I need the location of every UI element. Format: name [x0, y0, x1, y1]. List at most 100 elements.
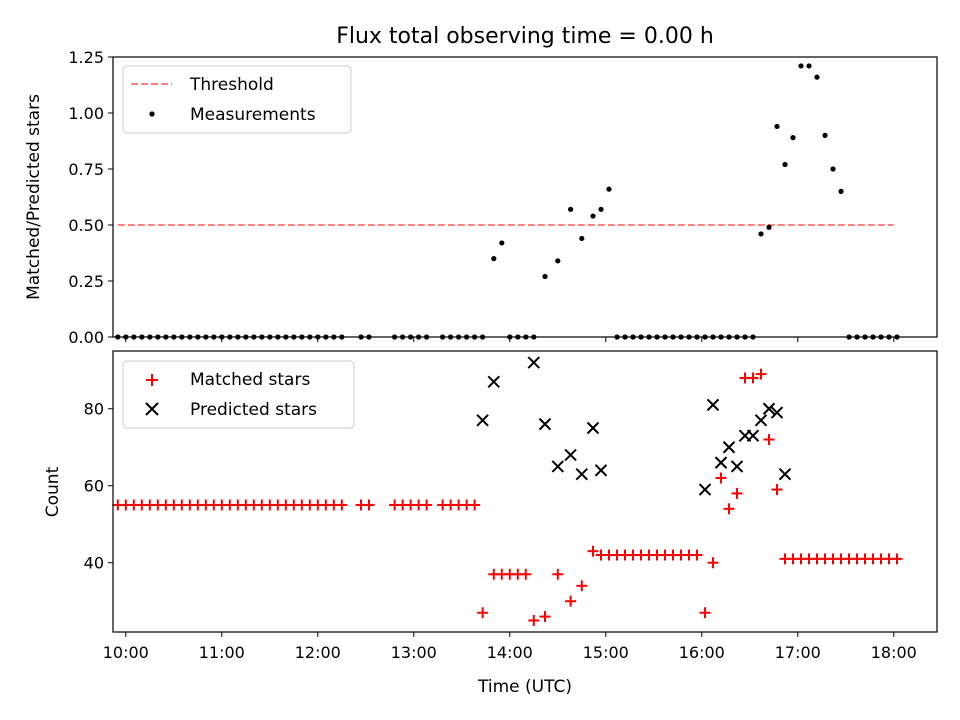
- matched-star-point: [699, 607, 711, 619]
- legend-threshold-label: Threshold: [189, 75, 274, 95]
- top-y-tick-label: 0.00: [68, 328, 104, 347]
- matched-star-point: [891, 553, 903, 565]
- measurement-point: [814, 74, 820, 80]
- bottom-legend-box: [122, 360, 355, 429]
- bottom-y-tick-label: 80: [84, 400, 104, 419]
- matched-star-point: [715, 472, 727, 484]
- top-y-tick-label: 1.00: [68, 104, 104, 123]
- bottom-x-tick-label: 12:00: [295, 643, 341, 662]
- measurement-point: [774, 123, 780, 130]
- matched-star-point: [723, 503, 735, 515]
- bottom-matched-points: [112, 368, 903, 626]
- matched-star-point: [421, 499, 433, 511]
- bottom-x-tick-label: 18:00: [871, 643, 917, 662]
- chart-title: Flux total observing time = 0.00 h: [336, 24, 714, 49]
- predicted-star-point: [487, 375, 501, 389]
- measurement-point: [822, 132, 828, 138]
- bottom-legend: Matched stars Predicted stars: [122, 360, 355, 429]
- measurement-point: [579, 235, 585, 242]
- matched-star-point: [552, 568, 564, 580]
- top-y-tick-label: 0.25: [68, 272, 104, 291]
- top-y-axis-label: Matched/Predicted stars: [24, 94, 44, 300]
- measurement-point: [606, 186, 612, 192]
- matched-star-point: [707, 557, 719, 569]
- legend-predicted-swatch: [145, 402, 159, 416]
- legend-predicted-label: Predicted stars: [190, 400, 317, 420]
- legend-measurements-label: Measurements: [190, 105, 316, 125]
- matched-star-point: [576, 580, 588, 592]
- bottom-x-axis-label: Time (UTC): [477, 677, 572, 697]
- measurement-point: [499, 240, 505, 246]
- predicted-star-point: [746, 429, 760, 442]
- measurement-point: [838, 188, 844, 194]
- bottom-x-tick-label: 16:00: [679, 643, 725, 662]
- top-plot-frame: [112, 56, 938, 338]
- measurement-point: [766, 224, 772, 230]
- matched-star-point: [528, 614, 540, 626]
- matched-star-point: [477, 607, 489, 619]
- bottom-y-ticks: 40 60 80: [84, 400, 113, 573]
- measurement-point: [806, 63, 812, 69]
- predicted-star-point: [476, 414, 489, 427]
- matched-star-point: [691, 549, 703, 561]
- matched-star-point: [587, 545, 599, 557]
- top-y-tick-label: 0.50: [68, 216, 104, 235]
- top-y-ticks: 0.00 0.25 0.50 0.75 1.00 1.25: [68, 48, 113, 347]
- legend-matched-swatch: [146, 374, 158, 386]
- measurement-point: [830, 166, 836, 172]
- measurement-point: [590, 213, 596, 219]
- top-x-ticks: [125, 337, 895, 342]
- bottom-plot-frame: [112, 350, 938, 633]
- matched-star-point: [565, 595, 577, 607]
- bottom-x-tick-label: 15:00: [583, 643, 629, 662]
- measurement-point: [542, 273, 548, 280]
- matched-star-point: [763, 434, 775, 446]
- top-legend: Threshold Measurements: [122, 65, 352, 134]
- matched-star-point: [469, 499, 481, 511]
- legend-matched-label: Matched stars: [190, 370, 310, 390]
- predicted-star-point: [754, 414, 768, 427]
- legend-measurements-swatch: [149, 111, 155, 117]
- top-y-tick-label: 0.75: [68, 160, 104, 179]
- measurement-point: [758, 231, 764, 237]
- predicted-star-point: [706, 398, 720, 412]
- measurement-point: [491, 256, 497, 262]
- predicted-star-point: [575, 467, 589, 481]
- top-y-tick-label: 1.25: [68, 48, 104, 67]
- measurement-point: [798, 63, 804, 69]
- bottom-x-tick-label: 11:00: [199, 643, 245, 662]
- bottom-y-tick-label: 40: [84, 554, 104, 573]
- bottom-predicted-points: [476, 356, 792, 496]
- bottom-x-tick-label: 17:00: [775, 643, 821, 662]
- predicted-star-point: [770, 406, 784, 419]
- bottom-x-tick-label: 14:00: [487, 643, 533, 662]
- predicted-star-point: [778, 467, 792, 481]
- matched-star-point: [731, 487, 743, 499]
- matched-star-point: [520, 568, 532, 580]
- bottom-y-axis-label: Count: [43, 466, 63, 517]
- predicted-star-point: [586, 421, 600, 435]
- matched-star-point: [336, 499, 348, 511]
- matched-star-point: [755, 368, 767, 380]
- matched-star-point: [363, 499, 375, 511]
- predicted-star-point: [564, 448, 577, 462]
- predicted-star-point: [714, 456, 728, 469]
- measurement-point: [555, 258, 561, 264]
- bottom-x-ticks: 10:00 11:00 12:00 13:00 14:00 15:00 16:00 17:00…: [103, 632, 917, 662]
- predicted-star-point: [538, 417, 552, 431]
- bottom-y-tick-label: 60: [84, 477, 104, 496]
- measurement-point: [790, 135, 796, 141]
- measurement-point: [568, 206, 574, 212]
- matched-star-point: [771, 484, 783, 496]
- predicted-star-point: [698, 483, 712, 496]
- predicted-star-point: [722, 441, 736, 454]
- measurement-point: [782, 161, 788, 168]
- predicted-star-point: [730, 460, 744, 473]
- bottom-panel: 40 60 80 10:00 11:00 12:00 13:00 14:00 15:00 16:…: [43, 350, 938, 697]
- matched-star-point: [539, 611, 551, 623]
- bottom-x-tick-label: 13:00: [391, 643, 437, 662]
- predicted-star-point: [527, 356, 541, 369]
- predicted-star-point: [762, 402, 776, 415]
- matched-star-point: [747, 372, 759, 384]
